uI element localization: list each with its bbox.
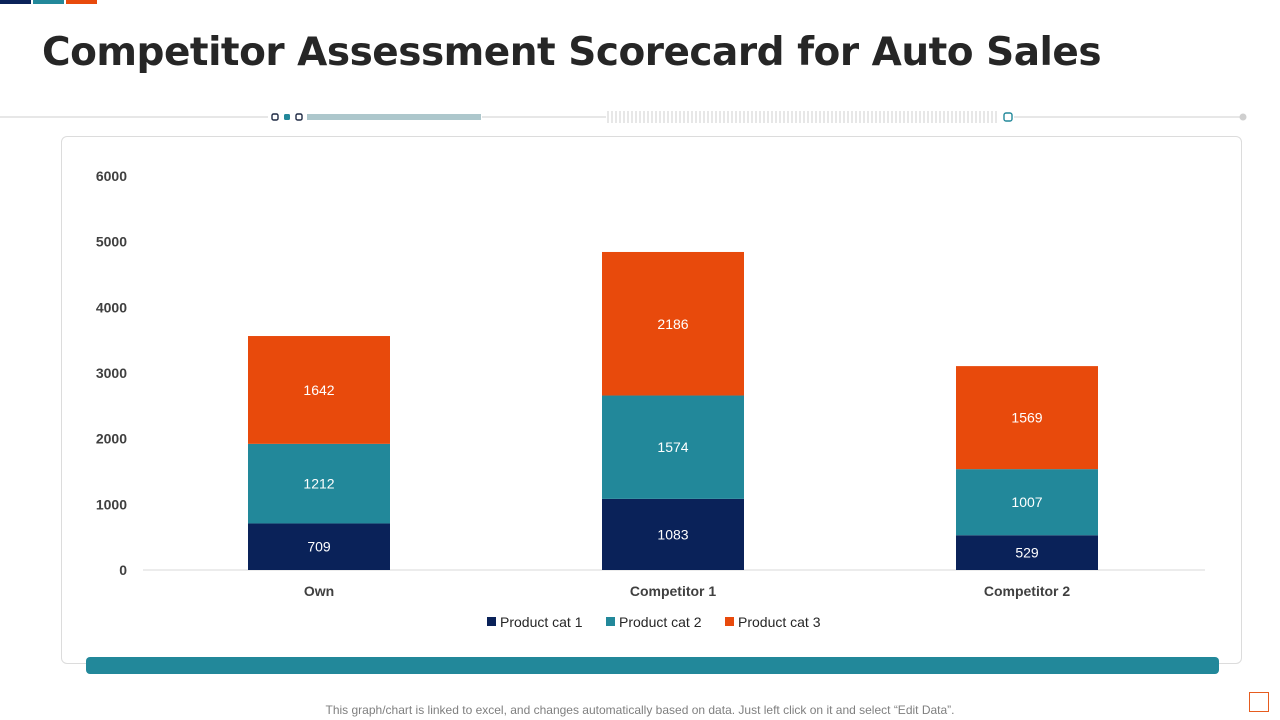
footnote-text: This graph/chart is linked to excel, and… (325, 703, 955, 717)
bar-segment[interactable] (602, 251, 744, 396)
bar-segment[interactable] (602, 498, 744, 570)
bar-data-label: 709 (307, 539, 331, 555)
top-accent-teal (33, 0, 64, 4)
bar-data-label: 529 (1015, 545, 1039, 561)
y-tick-label: 5000 (96, 234, 127, 250)
bottom-accent-bar (86, 657, 1219, 674)
y-tick-label: 6000 (96, 168, 127, 184)
top-accent-orange (66, 0, 97, 4)
bar-segment[interactable] (248, 523, 390, 570)
x-category-label: Own (304, 583, 334, 599)
bar-segment[interactable] (248, 443, 390, 524)
bar-data-label: 1212 (303, 476, 334, 492)
y-tick-label: 2000 (96, 431, 127, 447)
legend-label[interactable]: Product cat 1 (500, 614, 583, 630)
legend-swatch (487, 617, 496, 626)
legend-swatch (725, 617, 734, 626)
bar-segment[interactable] (956, 366, 1098, 470)
legend-label[interactable]: Product cat 3 (738, 614, 821, 630)
bar-data-label: 1007 (1011, 494, 1042, 510)
x-category-label: Competitor 1 (630, 583, 717, 599)
bar-data-label: 1569 (1011, 410, 1042, 426)
legend-label[interactable]: Product cat 2 (619, 614, 702, 630)
bar-segment[interactable] (956, 535, 1098, 570)
bar-data-label: 2186 (657, 316, 688, 332)
bar-segment[interactable] (248, 336, 390, 444)
y-tick-label: 3000 (96, 365, 127, 381)
bar-data-label: 1574 (657, 439, 688, 455)
legend-swatch (606, 617, 615, 626)
x-category-label: Competitor 2 (984, 583, 1071, 599)
corner-square-icon (1249, 692, 1269, 712)
y-tick-label: 0 (119, 562, 127, 578)
page-title: Competitor Assessment Scorecard for Auto… (42, 30, 1102, 75)
bar-data-label: 1642 (303, 382, 334, 398)
bar-segment[interactable] (956, 469, 1098, 536)
y-tick-label: 1000 (96, 496, 127, 512)
top-accent-navy (0, 0, 31, 4)
y-tick-label: 4000 (96, 299, 127, 315)
bar-segment[interactable] (602, 395, 744, 499)
decorative-divider (0, 111, 1247, 123)
bar-data-label: 1083 (657, 526, 688, 542)
